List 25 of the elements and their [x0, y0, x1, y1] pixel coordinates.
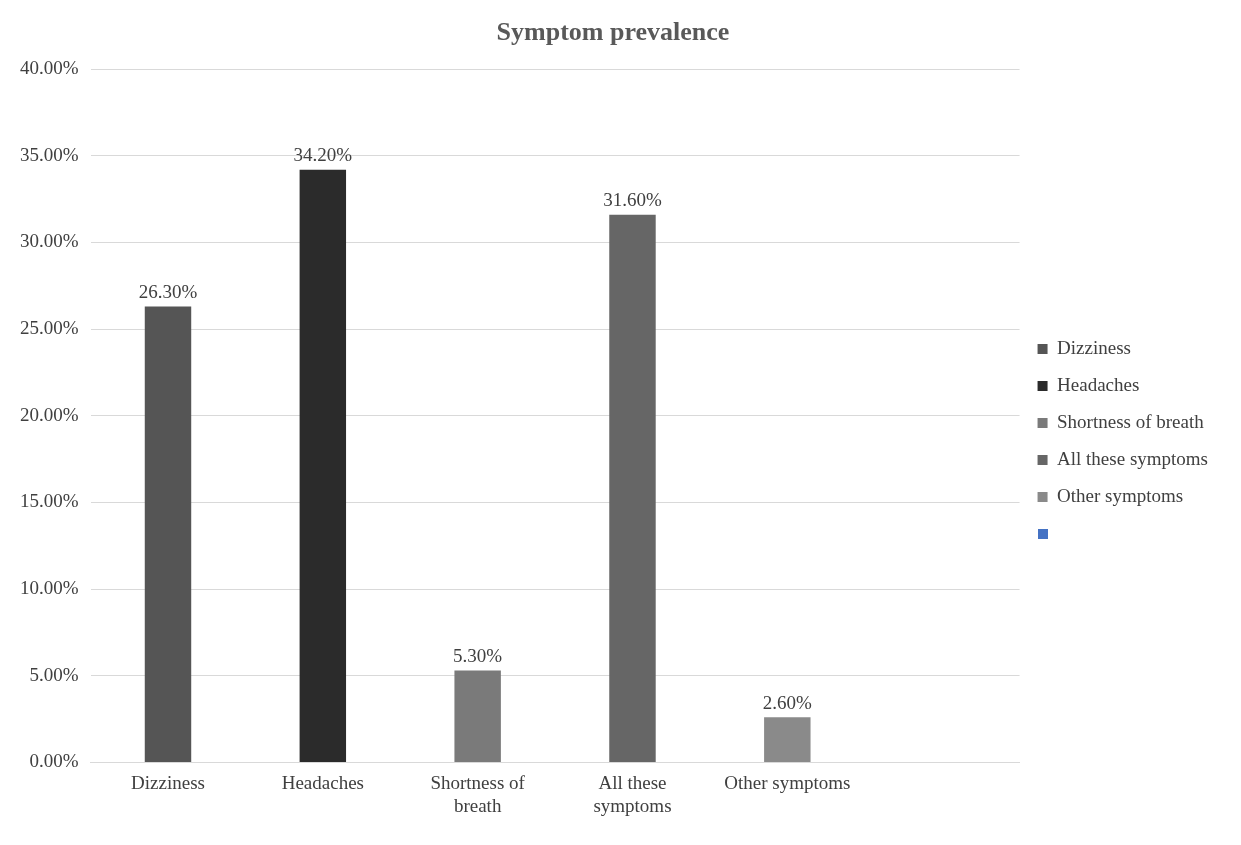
- y-tick-label: 40.00%: [20, 57, 79, 79]
- y-tick-label: 35.00%: [20, 143, 79, 165]
- x-tick-label: All these symptoms: [593, 771, 672, 816]
- legend-label: All these symptoms: [1057, 447, 1209, 469]
- legend-label: Dizziness: [1057, 336, 1131, 358]
- y-tick-label: 15.00%: [20, 490, 79, 512]
- data-label: 31.60%: [603, 189, 662, 211]
- x-tick-label: Headaches: [281, 771, 364, 793]
- legend-label: Other symptoms: [1057, 484, 1184, 506]
- data-label: 34.20%: [293, 144, 353, 166]
- x-tick-label: Dizziness: [131, 771, 205, 793]
- data-label: 2.60%: [762, 691, 813, 713]
- y-tick-label: 30.00%: [20, 230, 79, 252]
- chart-title: Symptom prevalence: [496, 17, 730, 47]
- legend-label: Shortness of breath: [1057, 410, 1205, 432]
- x-tick-label: Other symptoms: [724, 771, 851, 793]
- x-tick-label: Shortness of breath: [430, 771, 526, 816]
- y-tick-label: 10.00%: [20, 577, 79, 599]
- y-tick-label: 25.00%: [20, 317, 79, 339]
- y-tick-label: 0.00%: [29, 750, 79, 772]
- y-tick-label: 20.00%: [20, 403, 79, 425]
- data-label: 26.30%: [138, 281, 198, 303]
- legend-label: Headaches: [1057, 373, 1140, 395]
- data-label: 5.30%: [453, 645, 503, 667]
- y-tick-label: 5.00%: [29, 663, 79, 685]
